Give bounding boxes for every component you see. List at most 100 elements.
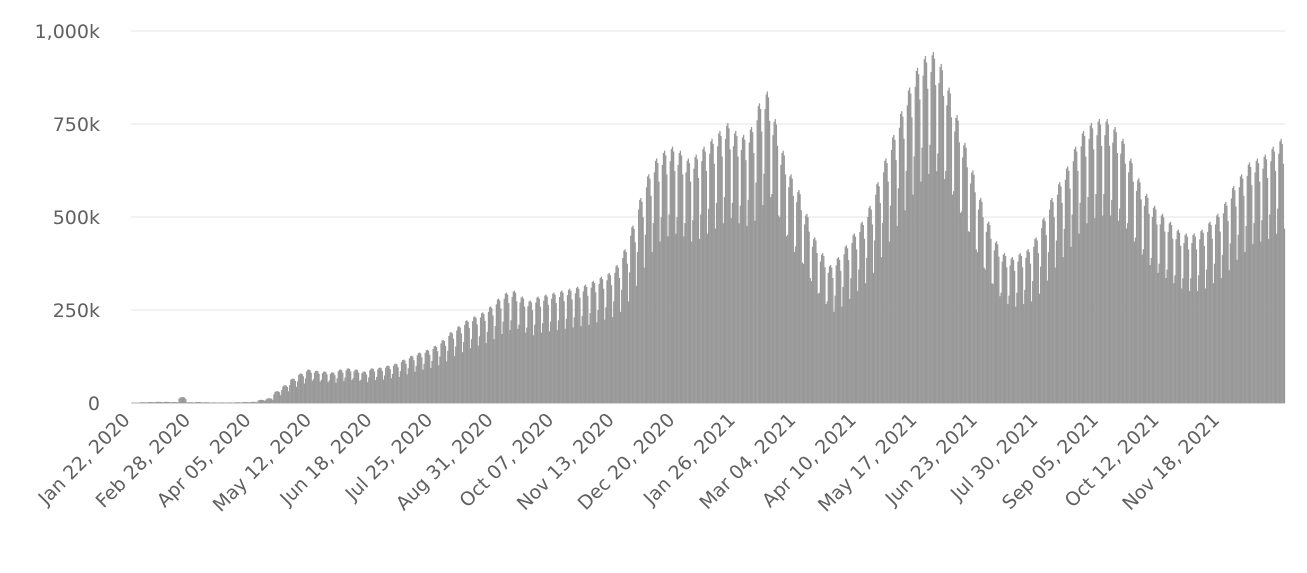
bar	[782, 150, 784, 403]
bar	[1062, 257, 1064, 403]
bar	[625, 252, 627, 403]
bar	[757, 106, 759, 403]
bar	[308, 369, 310, 403]
bar	[799, 194, 801, 403]
bar	[198, 402, 201, 403]
bar	[842, 286, 844, 403]
bar	[156, 401, 159, 403]
bar	[1035, 237, 1037, 403]
bar	[466, 320, 468, 403]
bar	[1235, 206, 1237, 403]
bar	[628, 272, 631, 403]
bar	[763, 173, 765, 403]
bar	[188, 402, 190, 403]
bar	[833, 311, 835, 403]
bar	[539, 306, 542, 403]
bar	[723, 196, 726, 403]
bar	[1020, 255, 1023, 403]
bar	[479, 317, 482, 403]
bar	[1134, 237, 1137, 403]
bar	[1160, 215, 1163, 403]
bar	[1036, 240, 1038, 403]
bar	[626, 263, 628, 403]
bar	[299, 373, 301, 403]
bar	[682, 174, 684, 403]
bar	[864, 283, 867, 403]
bar	[169, 402, 171, 403]
bar	[377, 369, 379, 403]
bar	[838, 259, 841, 403]
bar	[432, 349, 434, 403]
bar	[1217, 213, 1219, 403]
bar	[348, 368, 351, 403]
bar	[813, 238, 815, 403]
bar	[447, 350, 449, 403]
bar	[623, 250, 625, 403]
bar	[1254, 172, 1256, 403]
bar	[654, 160, 657, 403]
bar	[747, 199, 749, 403]
bar	[588, 324, 590, 403]
bar	[671, 146, 674, 403]
bar	[827, 272, 829, 403]
bar	[548, 331, 551, 403]
bar	[439, 356, 441, 403]
bar	[351, 380, 353, 403]
bar	[266, 398, 268, 403]
bar	[172, 402, 175, 403]
bar	[997, 244, 999, 403]
bar	[474, 316, 476, 403]
bar	[484, 320, 486, 403]
bar	[703, 146, 705, 403]
bar	[878, 186, 880, 403]
bar	[998, 256, 1000, 403]
bar	[744, 139, 746, 404]
bar	[321, 373, 324, 403]
bar	[193, 402, 195, 403]
bar	[1214, 224, 1217, 403]
bar	[1152, 207, 1155, 403]
bar	[993, 250, 995, 403]
bar	[1060, 186, 1062, 403]
bar	[1087, 196, 1089, 403]
bar	[986, 223, 989, 403]
bar	[528, 301, 530, 403]
bar	[1014, 270, 1016, 403]
bar	[1004, 255, 1007, 403]
bar	[823, 255, 825, 403]
bar	[895, 160, 897, 403]
bar	[1122, 138, 1124, 403]
bar	[1280, 138, 1282, 403]
bar	[1043, 217, 1045, 403]
bar	[599, 278, 601, 403]
bar	[994, 242, 997, 403]
bar	[627, 301, 630, 403]
y-tick-label: 750k	[53, 114, 100, 136]
bar	[1186, 236, 1189, 403]
bar	[854, 236, 857, 403]
bar	[336, 378, 338, 403]
bar	[1133, 241, 1135, 403]
bar	[203, 402, 205, 403]
bar	[945, 170, 947, 403]
bar	[1125, 228, 1128, 403]
bar	[768, 120, 771, 403]
bar	[282, 386, 284, 403]
bar	[1044, 221, 1046, 403]
bar	[715, 202, 718, 403]
bar	[575, 287, 578, 403]
bar	[816, 253, 818, 403]
bar	[639, 199, 641, 403]
bar	[207, 402, 210, 403]
bar	[331, 372, 334, 403]
bar	[1142, 249, 1145, 403]
bar	[1098, 119, 1100, 403]
bar	[1208, 223, 1210, 403]
bar	[1193, 233, 1195, 403]
bar	[223, 402, 225, 403]
bar	[1128, 172, 1130, 403]
bar	[1156, 224, 1158, 403]
bar	[925, 62, 928, 404]
bar	[916, 67, 919, 403]
bar	[899, 113, 902, 404]
